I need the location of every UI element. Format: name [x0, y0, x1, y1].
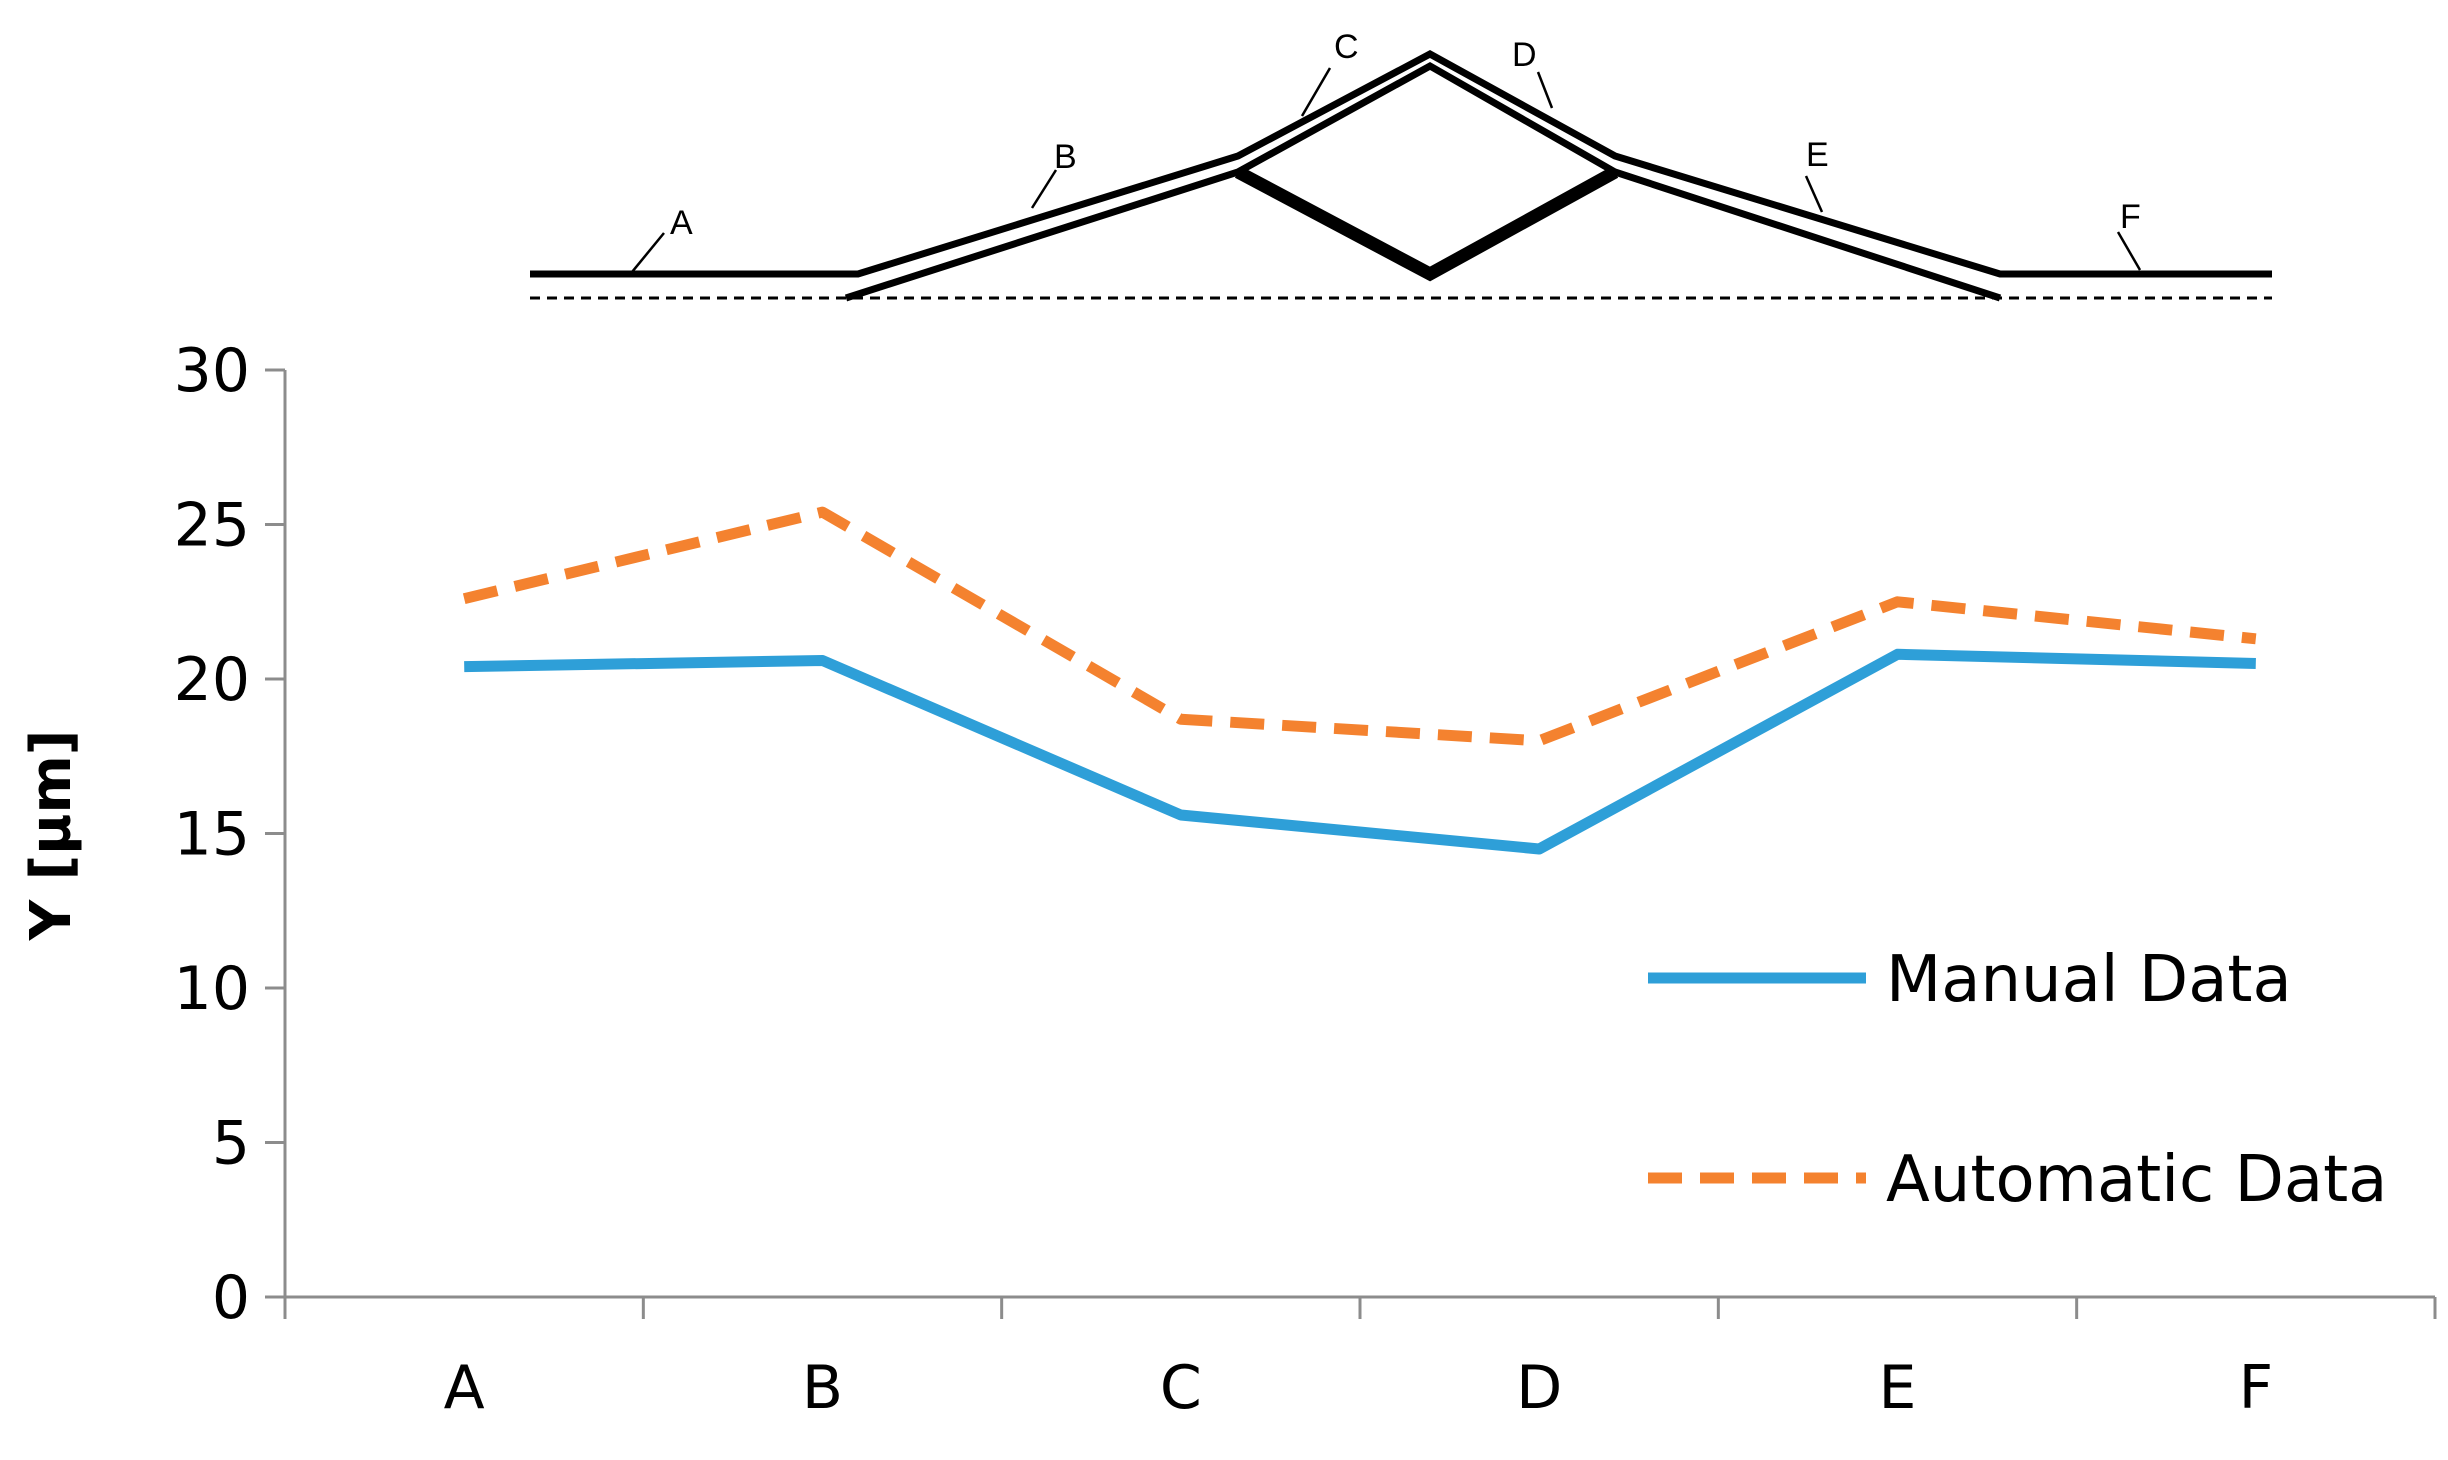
cross-section-diagram: A B C D E F — [530, 28, 2272, 302]
chart-legend: Manual Data Automatic Data — [1648, 943, 2387, 1217]
leader-C — [1300, 67, 1332, 117]
leader-B — [1030, 169, 1058, 209]
diagram-label-D: D — [1512, 36, 1537, 74]
y-axis-title: Y [µm] — [19, 730, 84, 942]
series-lines — [462, 506, 2257, 855]
y-tick-label: 25 — [174, 491, 250, 561]
x-tick-label: F — [2239, 1353, 2274, 1423]
line-chart: 0 5 10 15 20 25 30 A B C D E F Manual Data Automatic… — [19, 336, 2437, 1423]
diagram-label-E: E — [1806, 136, 1829, 174]
leader-E — [1804, 175, 1824, 213]
x-tick-label: D — [1516, 1353, 1562, 1423]
y-tick-label: 15 — [174, 800, 250, 870]
legend-label: Manual Data — [1886, 943, 2292, 1017]
x-tick-label: B — [802, 1353, 843, 1423]
diagram-label-C: C — [1334, 28, 1359, 66]
diagram-label-A: A — [670, 204, 693, 242]
series-line-manual-data — [464, 648, 2256, 855]
diagram-outer-line — [530, 50, 2272, 278]
diagram-label-F: F — [2120, 198, 2141, 236]
leader-F — [2116, 231, 2142, 271]
diagram-diamond-lower — [1234, 166, 1619, 282]
diagram-label-B: B — [1054, 138, 1077, 176]
x-tick-labels: A B C D E F — [444, 1353, 2273, 1423]
x-tick-label: E — [1879, 1353, 1917, 1423]
y-tick-label: 0 — [212, 1263, 250, 1333]
y-tick-label: 5 — [212, 1109, 250, 1179]
leader-D — [1536, 71, 1554, 109]
series-line-automatic-data — [462, 506, 2257, 747]
y-tick-labels: 0 5 10 15 20 25 30 — [174, 336, 250, 1333]
legend-label: Automatic Data — [1886, 1143, 2387, 1217]
diagram-inner-line — [844, 61, 2002, 302]
x-tick-label: C — [1160, 1353, 1202, 1423]
y-tick-label: 10 — [174, 954, 250, 1024]
y-tick-label: 20 — [174, 645, 250, 715]
x-tick-label: A — [444, 1353, 485, 1423]
y-tick-label: 30 — [174, 336, 250, 406]
leader-A — [631, 232, 665, 273]
chart-axes — [265, 368, 2437, 1319]
